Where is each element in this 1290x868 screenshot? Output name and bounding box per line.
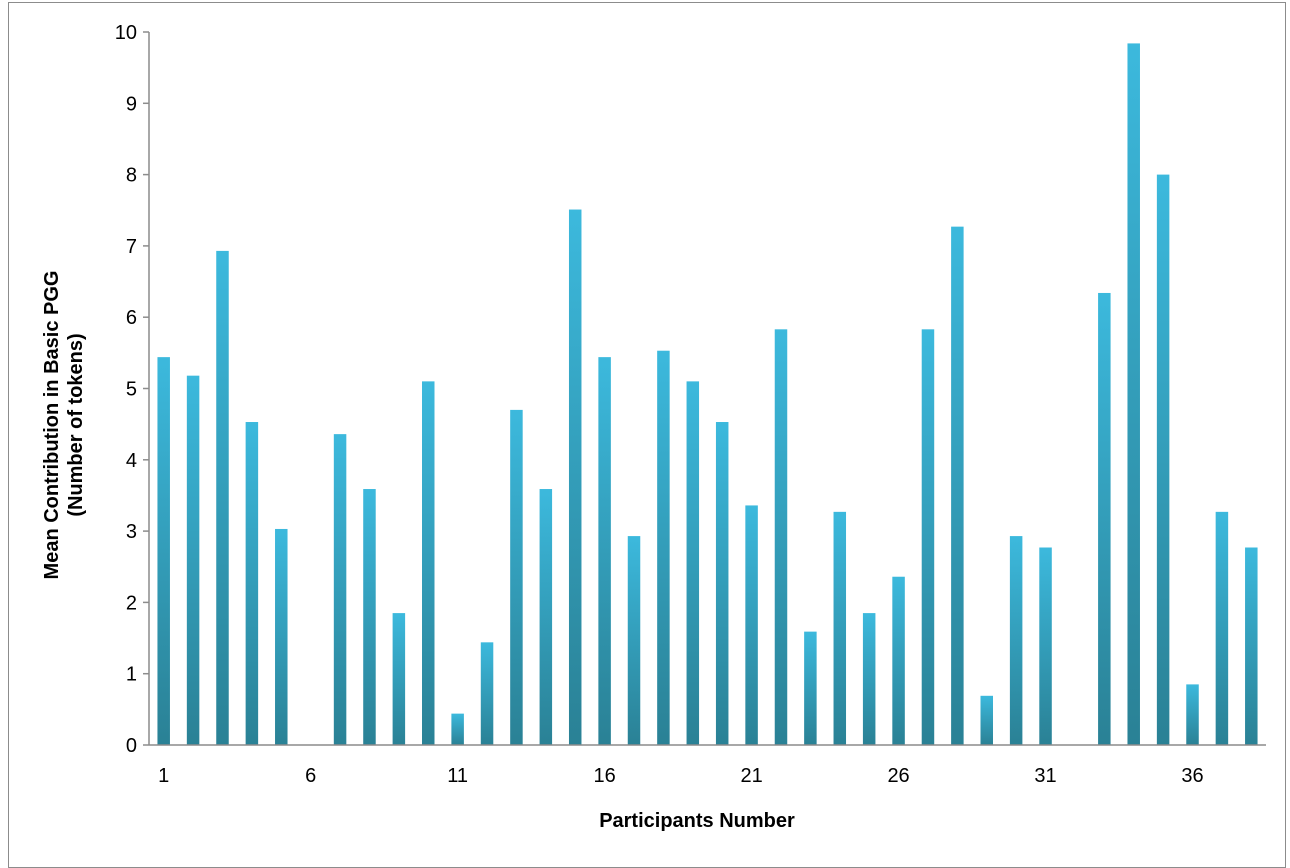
y-tick-label: 0 [126,735,137,757]
bar-participant-12 [480,642,494,745]
y-axis-title-line-1: Mean Contribution in Basic PGG [41,271,63,580]
bar-participant-15 [568,209,582,746]
bar-participant-19 [686,381,700,745]
bar-participant-25 [862,613,876,745]
bars-layer [157,43,1258,746]
y-tick-label: 6 [126,307,137,329]
bar-participant-28 [951,226,964,745]
bar-participant-14 [539,489,553,745]
x-axis-title: Participants Number [599,810,795,832]
y-tick-label: 3 [126,521,137,543]
x-tick-label: 26 [887,765,909,787]
bar-participant-34 [1127,43,1140,746]
bar-participant-9 [392,613,406,745]
axes-layer [143,31,1266,746]
bar-participant-10 [422,381,435,745]
bar-participant-22 [774,329,788,745]
bar-participant-23 [804,631,817,745]
bar-participant-18 [657,350,670,745]
bar-participant-7 [333,434,347,745]
bar-participant-35 [1156,174,1170,746]
bar-participant-20 [715,422,729,745]
y-tick-label: 7 [126,236,137,258]
bar-participant-8 [363,489,376,745]
bar-participant-33 [1098,292,1111,745]
bar-participant-2 [186,375,200,745]
bar-participant-11 [451,713,464,745]
bar-participant-5 [275,528,288,745]
y-tick-label: 10 [115,22,137,44]
bar-participant-27 [921,329,935,745]
x-tick-label: 31 [1034,765,1056,787]
x-tick-label: 6 [305,765,316,787]
y-tick-label: 4 [126,450,137,472]
bar-participant-4 [245,422,259,745]
bar-participant-30 [1009,536,1023,745]
bar-participant-17 [627,536,641,745]
bar-participant-37 [1215,511,1229,745]
y-tick-label: 9 [126,93,137,115]
bar-participant-38 [1245,547,1258,745]
x-tick-label: 16 [593,765,615,787]
bar-participant-3 [216,250,229,745]
bar-participant-24 [833,511,847,745]
y-tick-label: 2 [126,592,137,614]
y-axis-title-line-2: (Number of tokens) [65,333,87,516]
x-tick-label: 21 [740,765,762,787]
bar-participant-13 [510,409,523,745]
bar-participant-36 [1186,684,1199,745]
x-tick-label: 36 [1181,765,1203,787]
y-tick-label: 8 [126,165,137,187]
bar-participant-31 [1039,547,1052,745]
bar-participant-21 [745,505,758,745]
x-tick-label: 11 [447,765,468,787]
bar-participant-29 [980,695,993,745]
y-tick-label: 5 [126,379,137,401]
bar-participant-16 [598,357,611,745]
x-tick-label: 1 [158,765,169,787]
y-tick-label: 1 [126,664,137,686]
bar-participant-26 [892,576,905,745]
bar-participant-1 [157,357,170,745]
